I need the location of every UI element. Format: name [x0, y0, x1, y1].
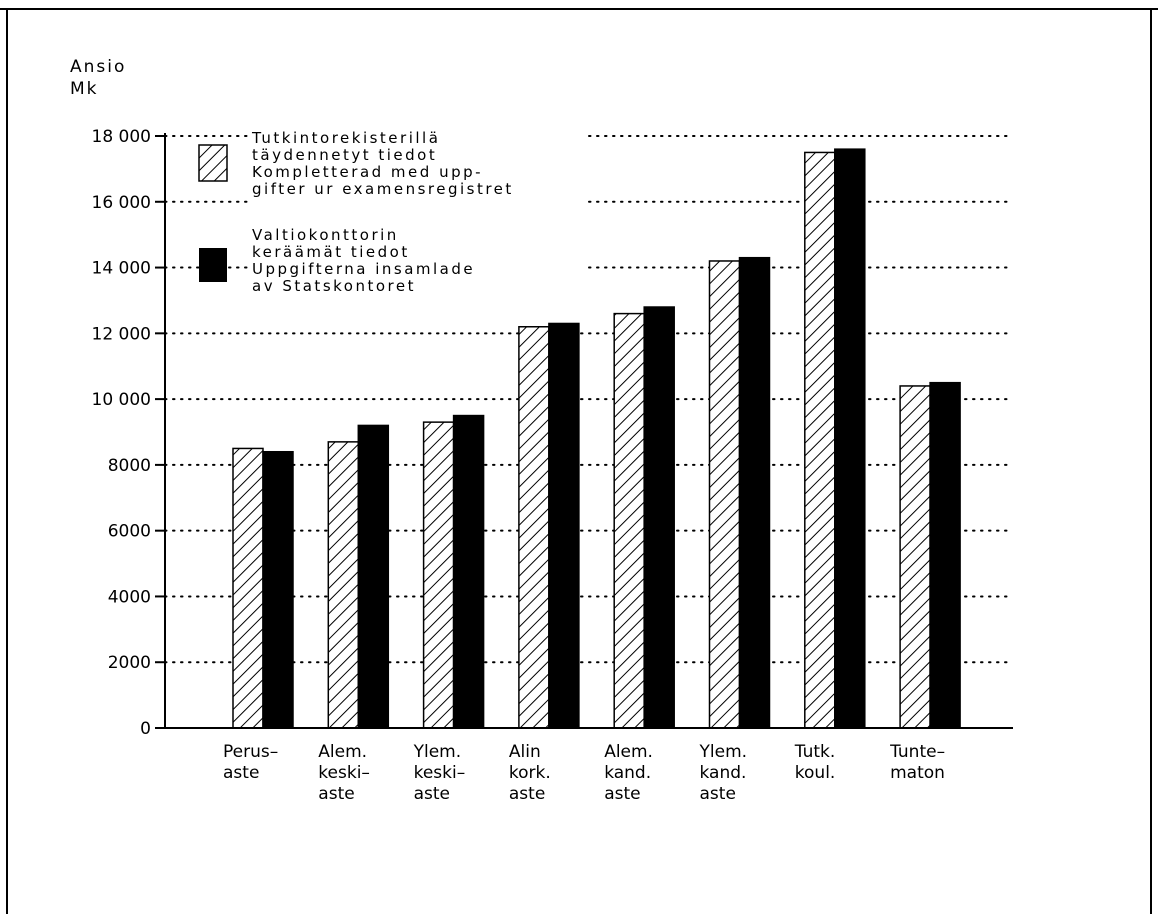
legend-series2-line2: keräämät tiedot [252, 243, 410, 261]
x-tick-label: kand. [700, 763, 747, 783]
x-tick-label: aste [700, 784, 736, 804]
x-tick-label: keski– [414, 763, 466, 783]
y-axis-ticks: 0 2000 4000 6000 8000 10 000 12 000 14 000 16 00… [92, 127, 165, 739]
x-tick-label: aste [318, 784, 354, 804]
x-tick-label: Ylem. [699, 742, 748, 762]
bar-series1-2 [327, 441, 360, 729]
legend-series2-line3: Uppgifterna insamlade [252, 260, 475, 278]
y-axis-title-line1: Ansio [70, 57, 126, 77]
x-tick-label: aste [509, 784, 545, 804]
legend-series1-line2: täydennetyt tiedot [252, 146, 437, 164]
legend-swatch-solid [199, 248, 227, 282]
legend: Tutkintorekisterillä täydennetyt tiedot … [198, 128, 588, 298]
bar-series2-6 [738, 256, 771, 729]
bar-series1-8 [899, 385, 931, 729]
bar-series1-4 [518, 326, 550, 729]
legend-series1-line3: Kompletterad med upp- [252, 163, 483, 181]
y-tick-label: 12 000 [92, 324, 151, 344]
y-tick-label: 10 000 [92, 390, 151, 410]
bar-series1-5 [613, 312, 645, 729]
legend-series1-line4: gifter ur examensregistret [252, 180, 514, 198]
legend-series2-line4: av Statskontoret [252, 277, 416, 295]
x-tick-label: aste [604, 784, 640, 804]
x-tick-label: Alem. [604, 742, 653, 762]
bar-series2-4 [548, 322, 580, 729]
bar-series1-1 [232, 447, 264, 729]
gridlines [164, 135, 1014, 664]
x-tick-label: kork. [509, 763, 551, 783]
y-tick-label: 16 000 [92, 193, 151, 213]
bar-series2-2 [357, 424, 390, 729]
bar-series2-5 [643, 306, 675, 729]
x-tick-label: Ylem. [413, 742, 462, 762]
bar-series1-6 [708, 260, 741, 729]
x-tick-label: kand. [604, 763, 651, 783]
x-tick-label: koul. [795, 763, 836, 783]
legend-series1-line1: Tutkintorekisterillä [251, 129, 440, 147]
y-tick-label: 6000 [108, 522, 151, 542]
bars [232, 148, 961, 729]
bar-series2-3 [452, 414, 485, 729]
y-tick-label: 0 [140, 719, 151, 739]
legend-label-bg-2 [248, 224, 588, 298]
x-tick-label: Tunte– [889, 742, 945, 762]
x-tick-label: Alin [509, 742, 541, 762]
y-tick-label: 2000 [108, 653, 151, 673]
x-tick-label: Alem. [318, 742, 367, 762]
x-tick-label: Tutk. [794, 742, 836, 762]
x-axis-labels: Perus–asteAlem.keski–asteYlem.keski–aste… [223, 742, 945, 804]
y-tick-label: 18 000 [92, 127, 151, 147]
y-tick-label: 8000 [108, 456, 151, 476]
x-tick-label: aste [414, 784, 450, 804]
bar-series2-1 [262, 450, 294, 729]
bar-series1-3 [422, 421, 455, 729]
legend-series2-line1: Valtiokonttorin [252, 226, 399, 244]
legend-label-bg-1 [248, 128, 588, 206]
x-tick-label: aste [223, 763, 259, 783]
y-tick-label: 14 000 [92, 259, 151, 279]
bar-series2-7 [834, 148, 866, 729]
bar-series1-7 [804, 151, 836, 729]
legend-swatch-hatched [198, 144, 228, 182]
bar-series2-8 [929, 381, 961, 729]
x-tick-label: keski– [318, 763, 370, 783]
x-tick-label: Perus– [223, 742, 278, 762]
y-axis-title-line2: Mk [70, 79, 99, 99]
x-tick-label: maton [890, 763, 945, 783]
y-tick-label: 4000 [108, 587, 151, 607]
